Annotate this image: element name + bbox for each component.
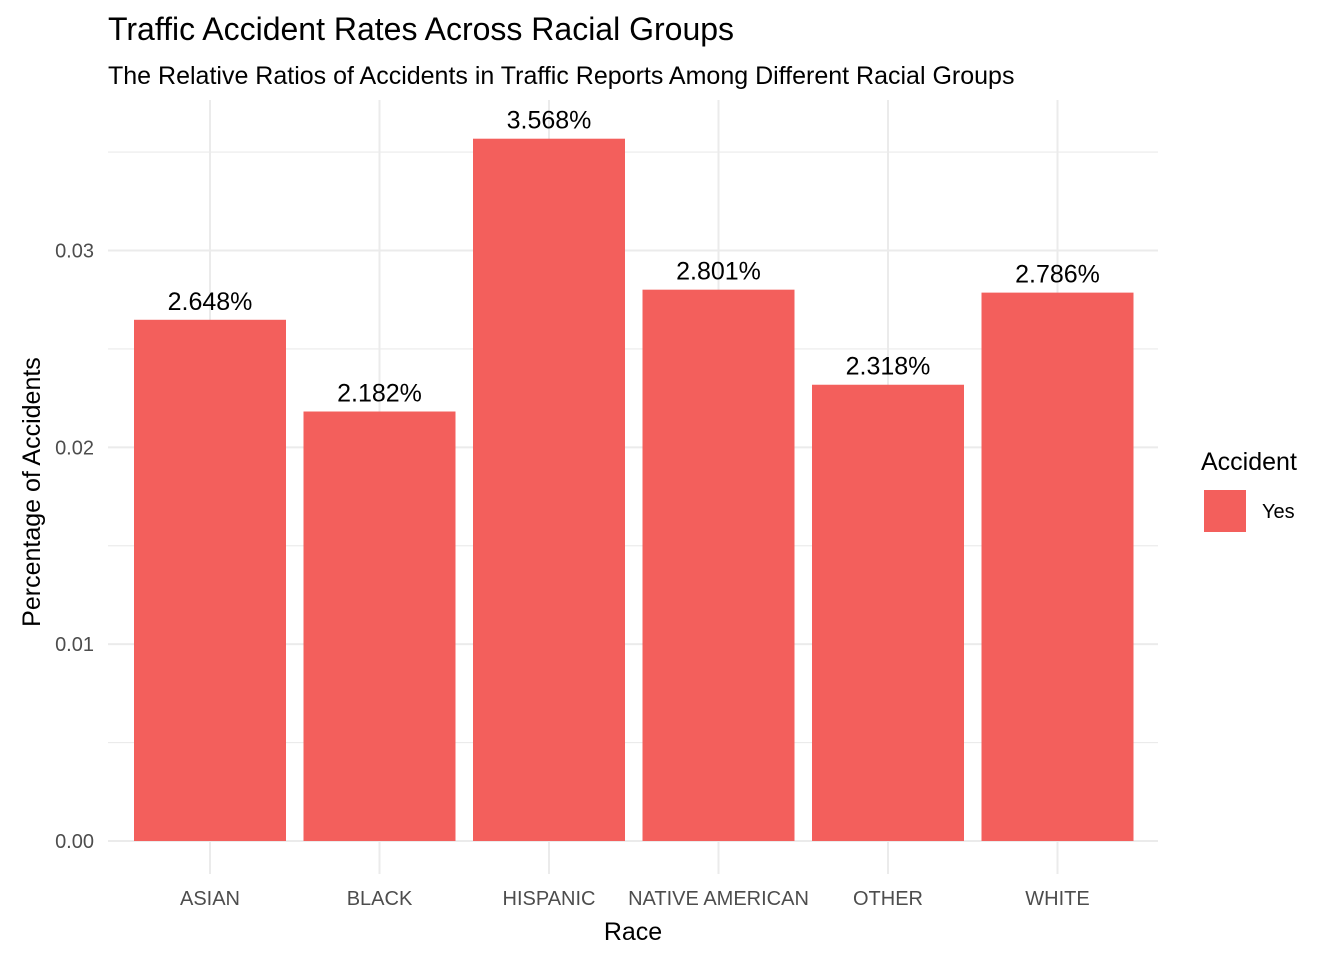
bar-value-label: 2.648% — [168, 288, 253, 316]
legend: Accident Yes — [1201, 448, 1297, 532]
chart-subtitle: The Relative Ratios of Accidents in Traf… — [108, 62, 1014, 90]
legend-title: Accident — [1201, 448, 1297, 476]
x-axis-ticks: ASIAN BLACK HISPANIC NATIVE AMERICAN OTHER WH… — [180, 888, 1090, 910]
x-tick-label: ASIAN — [180, 888, 240, 910]
x-tick-label: HISPANIC — [503, 888, 596, 910]
bar-value-label: 2.801% — [676, 258, 761, 286]
bar-value-label: 3.568% — [507, 107, 592, 135]
x-tick-label: NATIVE AMERICAN — [628, 888, 809, 910]
y-tick-label: 0.02 — [55, 437, 94, 459]
bar-other — [812, 384, 964, 841]
bar-value-label: 2.786% — [1015, 261, 1100, 289]
legend-key-yes — [1204, 490, 1246, 532]
legend-label-yes: Yes — [1262, 501, 1295, 523]
y-tick-label: 0.00 — [55, 831, 94, 853]
bar-value-label: 2.318% — [846, 353, 931, 381]
bar-white — [981, 292, 1134, 842]
bar-black — [303, 411, 456, 841]
x-tick-label: WHITE — [1025, 888, 1089, 910]
y-tick-label: 0.01 — [55, 634, 94, 656]
x-axis-title: Race — [604, 918, 662, 946]
bar-native-american — [642, 289, 795, 842]
y-axis-title: Percentage of Accidents — [18, 357, 46, 627]
bar-value-label: 2.182% — [337, 380, 422, 408]
x-tick-label: BLACK — [347, 888, 413, 910]
bar-labels-group: 2.648% 2.182% 3.568% 2.801% 2.318% 2.786% — [168, 107, 1100, 408]
bars-group — [134, 138, 1134, 842]
y-axis-ticks: 0.00 0.01 0.02 0.03 — [55, 241, 94, 854]
x-tick-label: OTHER — [853, 888, 923, 910]
bar-asian — [134, 319, 286, 841]
chart-title: Traffic Accident Rates Across Racial Gro… — [108, 11, 734, 47]
bar-hispanic — [473, 138, 625, 841]
y-tick-label: 0.03 — [55, 241, 94, 263]
